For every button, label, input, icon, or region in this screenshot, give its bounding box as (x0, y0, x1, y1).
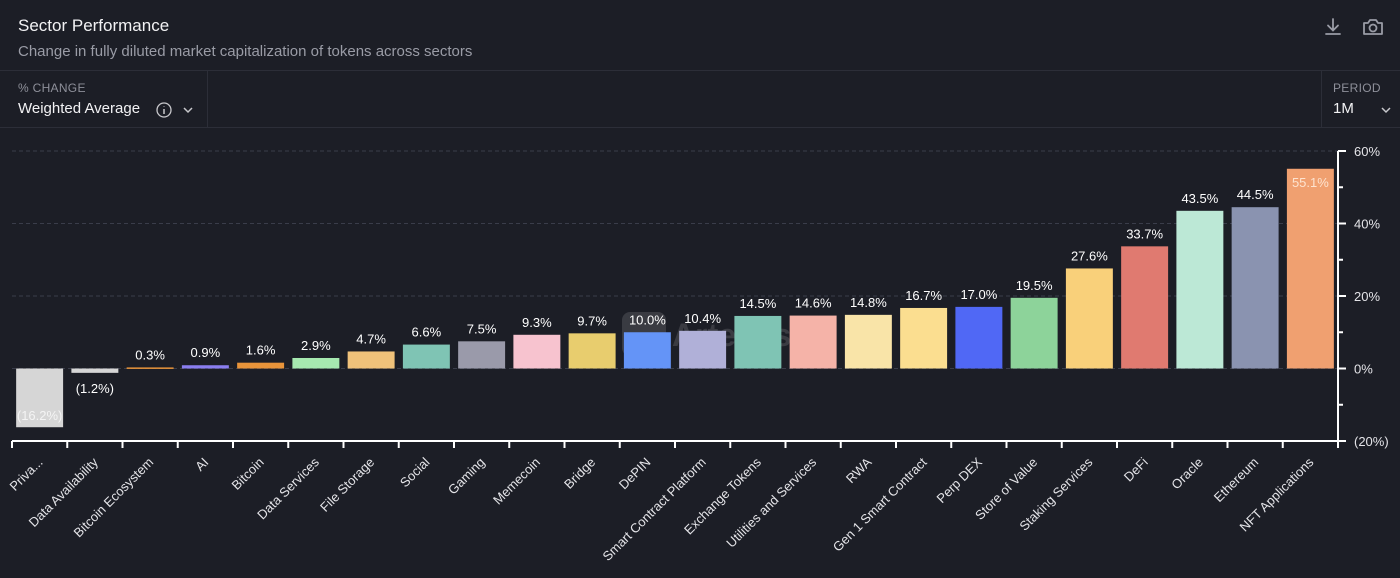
x-tick-label: RWA (843, 454, 875, 486)
chevron-down-icon (183, 107, 193, 114)
chart-title: Sector Performance (18, 16, 170, 35)
x-tick-label: Utilities and Services (723, 454, 819, 550)
data-label: 17.0% (960, 287, 997, 302)
bar (71, 368, 119, 373)
bar (1231, 207, 1279, 369)
bar (1121, 246, 1169, 369)
change-select[interactable]: % CHANGE Weighted Average (0, 71, 208, 127)
data-label: 10.0% (629, 312, 666, 327)
bar (623, 332, 671, 369)
x-tick-label: Perp DEX (934, 454, 986, 506)
x-tick-label: Exchange Tokens (681, 454, 764, 537)
x-tick-label: Memecoin (490, 455, 543, 508)
data-label: 43.5% (1181, 191, 1218, 206)
x-tick-label: AI (192, 455, 211, 474)
data-label: 9.7% (577, 313, 607, 328)
download-icon[interactable] (1320, 14, 1346, 40)
bar (1065, 268, 1113, 369)
x-tick-label: Social (397, 454, 433, 490)
x-tick-label: Bitcoin (229, 455, 267, 493)
x-tick-label: Ethereum (1211, 455, 1261, 505)
data-label: 55.1% (1292, 175, 1329, 190)
x-tick-label: Bridge (561, 455, 598, 492)
bar (734, 315, 782, 369)
x-tick-label: Data Availability (26, 454, 102, 530)
x-tick-label: Smart Contract Platform (600, 455, 709, 564)
bar (1176, 210, 1224, 369)
data-label: 1.6% (246, 343, 276, 358)
x-tick-label: NFT Applications (1237, 454, 1317, 534)
data-label: 14.5% (739, 296, 776, 311)
x-tick-label: Data Services (254, 454, 322, 522)
y-tick-label: (20%) (1354, 434, 1389, 449)
x-tick-label: Oracle (1168, 455, 1206, 493)
x-tick-label: DeFi (1121, 454, 1151, 484)
data-label: 6.6% (412, 325, 442, 340)
y-tick-label: 60% (1354, 144, 1380, 159)
data-label: 9.3% (522, 315, 552, 330)
data-label: 16.7% (905, 288, 942, 303)
info-icon[interactable] (155, 101, 173, 119)
x-tick-label: Store of Value (972, 455, 1040, 523)
bar (181, 365, 229, 369)
watermark-text: Artemis (672, 317, 791, 353)
watermark-logo (622, 312, 666, 356)
bar (568, 333, 616, 369)
controls-bar: % CHANGE Weighted Average PERIOD 1M (0, 70, 1400, 128)
bar (789, 315, 837, 369)
data-label: 2.9% (301, 338, 331, 353)
data-label: 0.9% (191, 345, 221, 360)
y-tick-label: 20% (1354, 289, 1380, 304)
bar (458, 341, 506, 369)
bar (402, 344, 450, 369)
data-label: 27.6% (1071, 248, 1108, 263)
chart-subtitle: Change in fully diluted market capitaliz… (18, 43, 473, 60)
y-tick-label: 40% (1354, 217, 1380, 232)
period-label: PERIOD (1333, 81, 1381, 95)
data-label: 14.6% (795, 296, 832, 311)
data-label: 19.5% (1016, 278, 1053, 293)
camera-icon[interactable] (1360, 14, 1386, 40)
x-tick-label: File Storage (317, 455, 377, 515)
bar (1010, 297, 1058, 369)
x-tick-label: Gen 1 Smart Contract (830, 454, 930, 554)
data-label: 44.5% (1237, 187, 1274, 202)
bar (513, 334, 561, 369)
period-value: 1M (1333, 100, 1354, 117)
change-value: Weighted Average (18, 100, 141, 117)
watermark: Artemis (622, 312, 791, 356)
bar (955, 306, 1003, 369)
x-tick-label: DePIN (616, 455, 654, 493)
data-label: 33.7% (1126, 226, 1163, 241)
data-label: 0.3% (135, 347, 165, 362)
bar (347, 351, 395, 369)
data-label: (1.2%) (76, 381, 114, 396)
data-label: 10.4% (684, 311, 721, 326)
change-label: % CHANGE (18, 81, 86, 95)
data-label: 7.5% (467, 321, 497, 336)
bar (126, 367, 174, 369)
data-label: (16.2%) (17, 408, 63, 423)
bar (237, 362, 285, 369)
bar (679, 330, 727, 369)
bar (292, 357, 340, 369)
x-tick-label: Gaming (445, 455, 488, 498)
bar (1286, 168, 1334, 369)
data-label: 14.8% (850, 295, 887, 310)
bar (900, 307, 948, 369)
period-select[interactable]: PERIOD 1M (1321, 71, 1400, 127)
x-tick-label: Bitcoin Ecosystem (71, 455, 157, 541)
data-label: 4.7% (356, 331, 386, 346)
x-tick-label: Staking Services (1016, 454, 1095, 533)
y-tick-label: 0% (1354, 362, 1373, 377)
bar (16, 368, 64, 428)
chevron-down-icon (1381, 107, 1391, 114)
x-tick-label: Priva... (7, 455, 46, 494)
bar (844, 314, 892, 369)
